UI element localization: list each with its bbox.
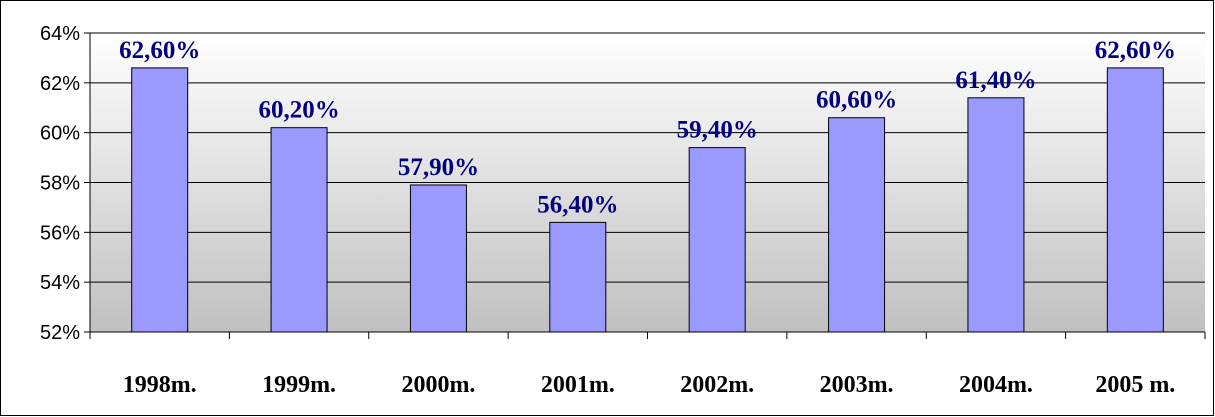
axes xyxy=(84,32,1206,339)
data-label: 60,60% xyxy=(816,87,897,114)
labels: 52% 54% 56% 58% 60% 62% 64% 62,60% 1998m. 60,20% 1… xyxy=(40,23,1176,398)
bar xyxy=(409,184,467,333)
x-category-label: 2002m. xyxy=(680,372,754,398)
y-tick-label: 54% xyxy=(40,272,80,294)
y-tick-label: 52% xyxy=(40,322,80,344)
x-category-label: 2000m. xyxy=(401,372,475,398)
y-tick-label: 60% xyxy=(40,123,80,145)
data-label: 62,60% xyxy=(1095,37,1176,64)
bar xyxy=(131,67,189,333)
bar xyxy=(967,97,1025,333)
bar xyxy=(828,117,886,333)
data-label: 56,40% xyxy=(537,191,618,218)
bar xyxy=(688,147,746,333)
x-category-label: 2003m. xyxy=(820,372,894,398)
x-category-label: 2004m. xyxy=(959,372,1033,398)
y-tick-label: 64% xyxy=(40,23,80,45)
data-label: 61,40% xyxy=(955,67,1036,94)
x-category-label: 1999m. xyxy=(262,372,336,398)
x-category-label: 2005 m. xyxy=(1095,372,1175,398)
bar xyxy=(1106,67,1164,333)
data-label: 57,90% xyxy=(398,154,479,181)
y-tick-label: 62% xyxy=(40,73,80,95)
data-label: 59,40% xyxy=(677,117,758,144)
data-label: 62,60% xyxy=(119,37,200,64)
bar xyxy=(549,221,607,333)
data-label: 60,20% xyxy=(258,97,339,124)
y-tick-label: 56% xyxy=(40,222,80,244)
x-category-label: 2001m. xyxy=(541,372,615,398)
y-tick-label: 58% xyxy=(40,173,80,195)
x-category-label: 1998m. xyxy=(123,372,197,398)
bar xyxy=(270,127,328,333)
